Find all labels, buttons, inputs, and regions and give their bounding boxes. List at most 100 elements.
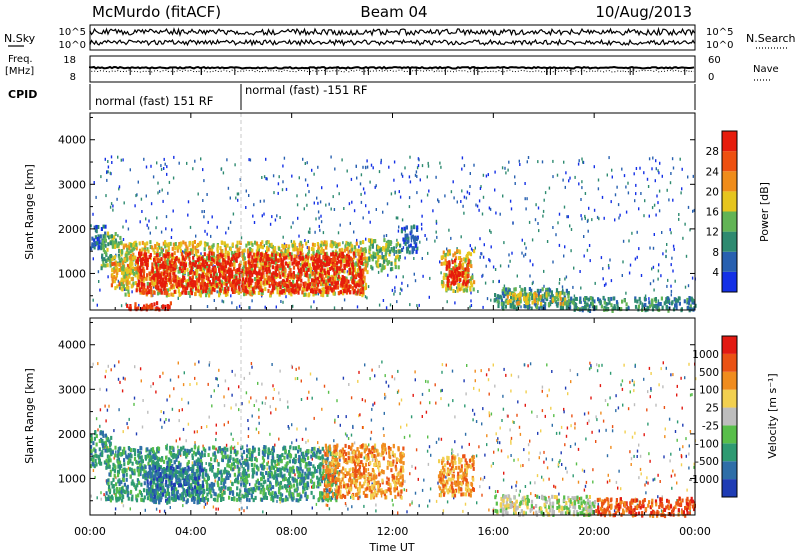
noise-cell: [439, 260, 441, 264]
echo-cell: [326, 262, 329, 267]
echo-cell: [343, 269, 346, 274]
noise-cell: [135, 194, 137, 198]
echo-cell: [165, 242, 168, 247]
echo-cell: [322, 279, 325, 284]
noise-cell: [438, 200, 440, 204]
noise-cell: [377, 270, 380, 274]
echo-cell: [561, 297, 564, 302]
echo-cell: [305, 254, 308, 259]
echo-cell: [169, 263, 172, 268]
noise-cell: [546, 240, 549, 243]
echo-cell: [125, 285, 129, 290]
echo-cell: [634, 298, 637, 303]
noise-cell: [371, 368, 373, 372]
echo-cell: [564, 297, 567, 302]
echo-cell: [661, 305, 664, 310]
echo-cell: [251, 272, 254, 277]
noise-cell: [563, 254, 565, 258]
echo-cell: [211, 251, 214, 256]
echo-cell: [407, 244, 411, 249]
echo-cell: [327, 262, 330, 266]
echo-cell: [514, 287, 517, 292]
echo-cell: [167, 254, 170, 259]
echo-cell: [545, 287, 548, 292]
echo-cell: [97, 242, 100, 247]
echo-cell: [339, 276, 342, 281]
echo-cell: [234, 285, 237, 290]
echo-cell: [270, 290, 273, 295]
noise-cell: [593, 165, 595, 169]
echo-cell: [504, 299, 507, 304]
echo-cell: [267, 288, 270, 293]
noise-cell: [192, 167, 194, 171]
noise-cell: [566, 426, 569, 430]
noise-cell: [109, 171, 111, 175]
echo-cell: [282, 253, 285, 258]
noise-cell: [164, 162, 166, 166]
noise-cell: [249, 306, 251, 310]
noise-cell: [146, 223, 148, 227]
noise-cell: [123, 201, 125, 205]
noise-cell: [330, 207, 332, 211]
noise-cell: [384, 392, 386, 396]
noise-cell: [227, 387, 230, 391]
noise-cell: [502, 407, 505, 411]
noise-cell: [145, 194, 147, 198]
echo-cell: [467, 268, 470, 273]
noise-cell: [399, 292, 401, 296]
echo-cell: [198, 262, 201, 267]
noise-cell: [385, 395, 387, 399]
echo-cell: [238, 280, 241, 285]
noise-cell: [689, 228, 691, 232]
echo-cell: [407, 236, 410, 241]
echo-cell: [249, 289, 252, 294]
echo-cell: [575, 302, 578, 307]
noise-cell: [461, 167, 463, 171]
noise-cell: [222, 171, 225, 175]
noise-cell: [596, 363, 598, 367]
echo-cell: [271, 288, 274, 293]
echo-cell: [182, 240, 185, 245]
echo-cell: [102, 239, 105, 244]
echo-cell: [126, 257, 129, 262]
noise-cell: [461, 445, 463, 449]
noise-cell: [427, 435, 429, 439]
echo-cell: [284, 261, 287, 266]
echo-cell: [146, 247, 149, 252]
echo-cell: [383, 259, 386, 264]
noise-cell: [468, 442, 470, 446]
noise-cell: [655, 159, 657, 163]
echo-cell: [582, 306, 585, 311]
echo-cell: [307, 268, 310, 272]
noise-cell: [339, 423, 341, 427]
echo-cell: [363, 286, 366, 291]
noise-cell: [524, 182, 526, 185]
noise-cell: [475, 203, 477, 207]
echo-cell: [575, 306, 578, 310]
echo-cell: [355, 241, 358, 246]
echo-cell: [276, 282, 279, 287]
noise-cell: [435, 499, 438, 503]
echo-cell: [445, 287, 448, 292]
echo-cell: [238, 287, 241, 292]
noise-cell: [106, 178, 108, 182]
echo-cell: [362, 270, 365, 275]
echo-cell: [300, 248, 303, 252]
echo-cell: [174, 246, 177, 251]
echo-cell: [458, 287, 461, 292]
echo-cell: [307, 252, 310, 257]
echo-cell: [653, 304, 657, 309]
noise-cell: [395, 216, 398, 220]
echo-cell: [162, 282, 165, 287]
noise-cell: [307, 230, 310, 234]
echo-cell: [143, 252, 146, 257]
noise-cell: [586, 219, 589, 223]
noise-cell: [465, 392, 467, 396]
echo-cell: [224, 289, 227, 293]
noise-cell: [633, 172, 635, 176]
echo-cell: [248, 283, 251, 288]
noise-cell: [487, 173, 489, 177]
noise-cell: [487, 378, 490, 382]
echo-cell: [352, 280, 355, 285]
noise-cell: [253, 221, 256, 224]
